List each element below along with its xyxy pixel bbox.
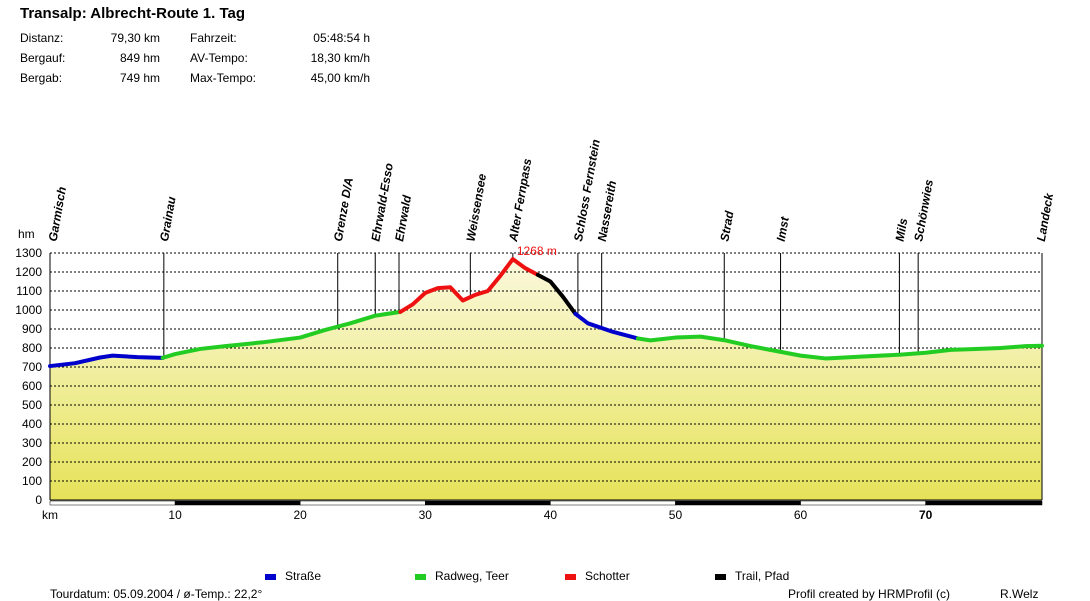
stat-label-descent: Bergab: bbox=[20, 71, 63, 85]
legend-swatch-paved-bikeway bbox=[415, 573, 426, 580]
stat-label-ascent: Bergauf: bbox=[20, 51, 66, 65]
author-name: R.Welz bbox=[1000, 587, 1039, 601]
waypoint-label: Strad bbox=[717, 209, 736, 242]
waypoint-label: Ehrwald-Esso bbox=[368, 162, 396, 243]
y-tick-label-1300: 1300 bbox=[15, 246, 42, 260]
x-axis-band-segment bbox=[299, 500, 426, 506]
x-axis-band-segment bbox=[675, 500, 801, 506]
x-axis-band-segment bbox=[550, 500, 676, 506]
waypoint-label: Grainau bbox=[157, 195, 179, 243]
waypoint-label: Garmisch bbox=[46, 186, 69, 243]
waypoint-label: Mils bbox=[893, 217, 911, 243]
waypoint-label: Schönwies bbox=[911, 178, 936, 242]
x-axis-band-segment bbox=[800, 500, 926, 506]
y-tick-label-0: 0 bbox=[35, 493, 42, 507]
stat-value-ride-time: 05:48:54 h bbox=[313, 31, 370, 45]
y-tick-label-1100: 1100 bbox=[16, 284, 42, 298]
waypoint-label: Alter Fernpass bbox=[506, 157, 535, 243]
profile-segment-3 bbox=[398, 257, 540, 314]
stat-label-distance: Distanz: bbox=[20, 31, 64, 45]
y-tick-label-400: 400 bbox=[22, 417, 42, 431]
waypoint-label: Ehrwald bbox=[392, 193, 414, 242]
x-axis-unit-label: km bbox=[42, 508, 58, 522]
stat-value-avg-speed: 18,30 km/h bbox=[310, 51, 370, 65]
legend-label-gravel: Schotter bbox=[585, 569, 630, 583]
x-axis-band-segment bbox=[925, 500, 1043, 506]
y-tick-label-600: 600 bbox=[22, 379, 42, 393]
waypoint-label: Grenze D/A bbox=[331, 176, 356, 242]
waypoint-label: Nassereith bbox=[595, 180, 619, 243]
legend-label-trail: Trail, Pfad bbox=[735, 569, 790, 583]
profile-segment-2 bbox=[160, 309, 403, 360]
profile-segment-5 bbox=[573, 311, 640, 341]
legend-swatch-trail bbox=[715, 573, 726, 580]
legend-swatch-road bbox=[265, 573, 276, 580]
profile-credit: Profil created by HRMProfil (c) bbox=[788, 587, 951, 601]
x-tick-label-70: 70 bbox=[919, 508, 933, 522]
stat-value-ascent: 849 hm bbox=[119, 51, 160, 65]
x-tick-label-50: 50 bbox=[669, 508, 683, 522]
max-elevation-annotation: 1268 m bbox=[517, 244, 557, 258]
y-tick-label-1200: 1200 bbox=[15, 265, 42, 279]
y-tick-label-500: 500 bbox=[22, 398, 42, 412]
profile-segment-4 bbox=[535, 272, 578, 316]
elevation-area bbox=[50, 259, 1042, 500]
x-axis-band-segment bbox=[49, 500, 176, 506]
x-tick-label-10: 10 bbox=[168, 508, 182, 522]
y-tick-label-300: 300 bbox=[22, 436, 42, 450]
profile-segment-6 bbox=[635, 334, 1044, 361]
stat-label-max-speed: Max-Tempo: bbox=[190, 71, 257, 85]
legend-item-trail: Trail, Pfad bbox=[715, 569, 789, 583]
tour-date-temperature: Tourdatum: 05.09.2004 / ø-Temp.: 22,2° bbox=[50, 587, 263, 601]
legend-item-road: Straße bbox=[265, 569, 321, 583]
stat-value-max-speed: 45,00 km/h bbox=[310, 71, 370, 85]
legend-swatch-gravel bbox=[565, 573, 576, 580]
y-tick-label-200: 200 bbox=[22, 455, 42, 469]
waypoint-label: Landeck bbox=[1034, 191, 1056, 243]
profile-segment-1 bbox=[48, 353, 165, 369]
stat-value-distance: 79,30 km bbox=[110, 31, 160, 45]
waypoint-label: Weissensee bbox=[463, 172, 489, 242]
x-tick-label-20: 20 bbox=[294, 508, 308, 522]
x-tick-label-60: 60 bbox=[794, 508, 808, 522]
y-tick-label-100: 100 bbox=[22, 474, 42, 488]
legend-item-gravel: Schotter bbox=[565, 569, 630, 583]
x-tick-label-30: 30 bbox=[419, 508, 433, 522]
y-tick-label-900: 900 bbox=[22, 322, 42, 336]
x-axis-band-segment bbox=[174, 500, 301, 506]
legend-label-road: Straße bbox=[285, 569, 322, 583]
route-title: Transalp: Albrecht-Route 1. Tag bbox=[20, 5, 246, 22]
waypoint-label: Imst bbox=[774, 215, 792, 243]
y-axis-unit-label: hm bbox=[18, 227, 35, 241]
y-tick-label-800: 800 bbox=[22, 341, 42, 355]
x-tick-label-40: 40 bbox=[544, 508, 558, 522]
stat-label-ride-time: Fahrzeit: bbox=[190, 31, 237, 45]
stat-value-descent: 749 hm bbox=[119, 71, 160, 85]
y-tick-label-1000: 1000 bbox=[15, 303, 42, 317]
legend-item-paved-bikeway: Radweg, Teer bbox=[415, 569, 509, 583]
stat-label-avg-speed: AV-Tempo: bbox=[190, 51, 248, 65]
legend-label-paved-bikeway: Radweg, Teer bbox=[435, 569, 509, 583]
x-axis-band-segment bbox=[425, 500, 551, 506]
y-tick-label-700: 700 bbox=[22, 360, 42, 374]
